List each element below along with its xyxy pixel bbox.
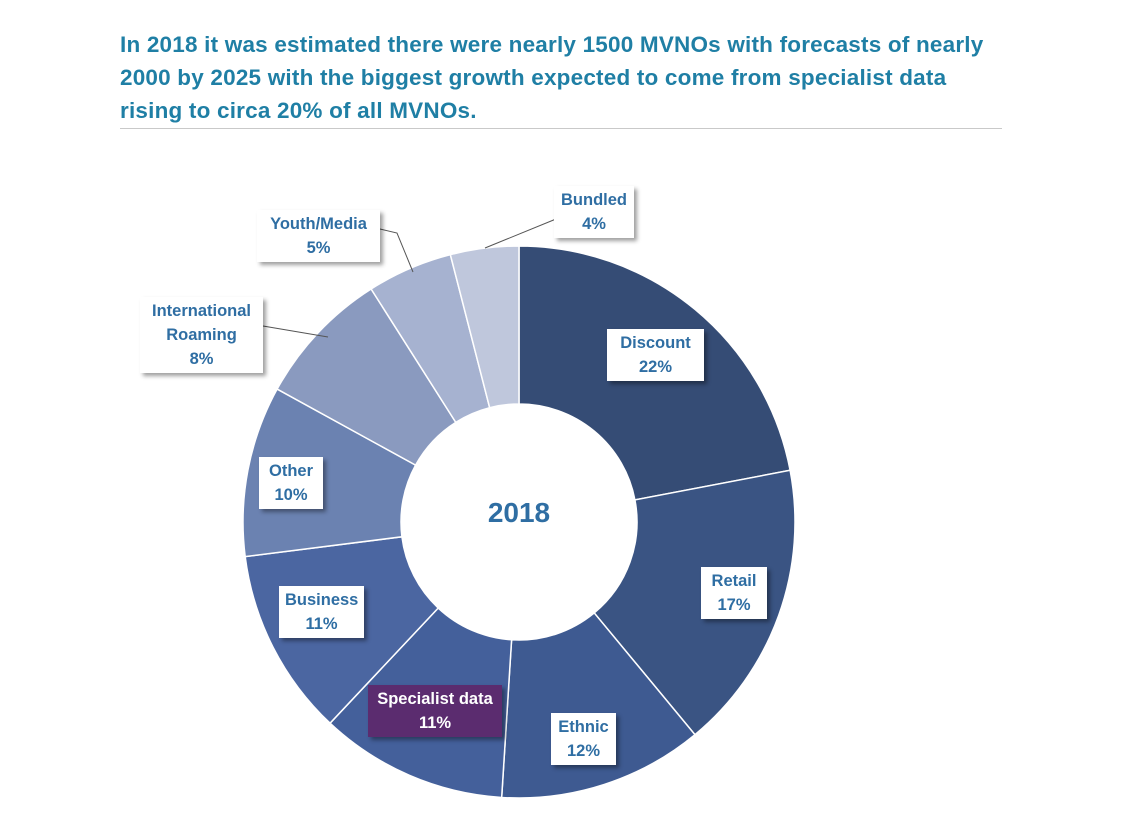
slice-value: 11% xyxy=(418,714,452,732)
slice-label-discount: Discount 22% xyxy=(607,329,704,381)
slice-name: Ethnic xyxy=(558,718,609,736)
slice-retail xyxy=(593,469,796,736)
slice-name: Business xyxy=(285,591,359,609)
slice-name-line-1: International xyxy=(151,302,251,320)
slice-name: Other xyxy=(268,462,313,480)
slice-bundled xyxy=(449,245,520,409)
slice-label-retail: Retail 17% xyxy=(701,567,767,619)
slice-value: 11% xyxy=(305,615,338,633)
slice-label-youth-media: Youth/Media 5% xyxy=(257,210,380,262)
leader-international-roaming xyxy=(262,325,329,338)
slice-name-line-2: Roaming xyxy=(166,326,237,344)
leader-lines xyxy=(262,218,557,338)
slice-label-business: Business 11% xyxy=(279,586,364,638)
slice-name: Bundled xyxy=(561,191,627,209)
slice-name: Specialist data xyxy=(377,690,493,708)
center-year-label: 2018 xyxy=(487,497,551,528)
slice-value: 12% xyxy=(566,742,601,760)
slice-value: 17% xyxy=(717,596,751,614)
slice-label-international-roaming: International Roaming 8% xyxy=(140,297,263,373)
headline-divider xyxy=(120,128,1002,129)
slice-value: 10% xyxy=(274,486,308,504)
slice-label-specialist-data: Specialist data 11% xyxy=(368,685,502,737)
slice-name: Retail xyxy=(711,572,757,590)
slice-name: Youth/Media xyxy=(270,215,367,233)
leader-bundled xyxy=(484,218,557,249)
slice-value: 22% xyxy=(638,358,673,376)
leader-youth-media xyxy=(379,228,414,273)
slice-value: 5% xyxy=(306,239,331,257)
slice-label-bundled: Bundled 4% xyxy=(554,186,634,238)
chart-headline: In 2018 it was estimated there were near… xyxy=(120,32,984,123)
slice-value: 8% xyxy=(189,350,214,368)
slice-value: 4% xyxy=(582,215,606,233)
slice-label-other: Other 10% xyxy=(259,457,323,509)
slice-name: Discount xyxy=(620,334,691,352)
slice-label-ethnic: Ethnic 12% xyxy=(551,713,616,765)
slice-ethnic xyxy=(500,611,696,799)
